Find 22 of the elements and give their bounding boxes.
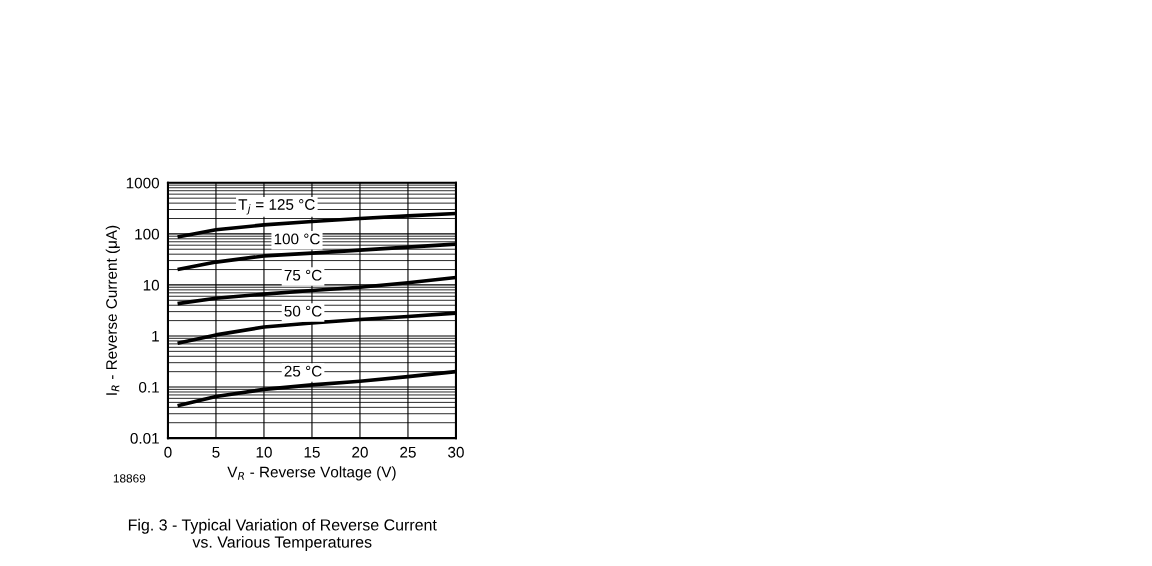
y-tick-label: 10 <box>143 279 160 291</box>
annotation: 25 °C <box>284 365 322 377</box>
x-tick-label: 15 <box>304 446 320 458</box>
y-tick-label: 0.01 <box>130 432 159 444</box>
y-tick-label: 1 <box>152 331 159 342</box>
annotation: T$_{j}$ = 125 °C <box>238 199 315 215</box>
x-tick-label: 20 <box>352 446 368 458</box>
annotation: 100 °C <box>274 233 320 245</box>
caption: Fig. 3 - Typical Variation of Reverse Current vs. Various Temperatures <box>128 518 437 551</box>
x-tick-label: 0 <box>164 446 172 458</box>
y-axis-title: I$_{R}$ - Reverse Current (μA) <box>105 225 120 395</box>
y-tick-label: 0.1 <box>138 381 159 393</box>
annotation: 50 °C <box>284 305 322 317</box>
y-tick-label: 100 <box>135 228 160 240</box>
y-tick-label: 1000 <box>126 177 160 189</box>
x-tick-label: 25 <box>400 446 416 458</box>
text: 18869 <box>113 474 146 483</box>
x-tick-label: 5 <box>212 446 220 458</box>
x-tick-label: 30 <box>448 446 464 458</box>
x-tick-label: 10 <box>256 446 272 458</box>
x-axis-title: V$_{R}$ - Reverse Voltage (V) <box>227 466 396 481</box>
annotation: 75 °C <box>284 269 322 281</box>
